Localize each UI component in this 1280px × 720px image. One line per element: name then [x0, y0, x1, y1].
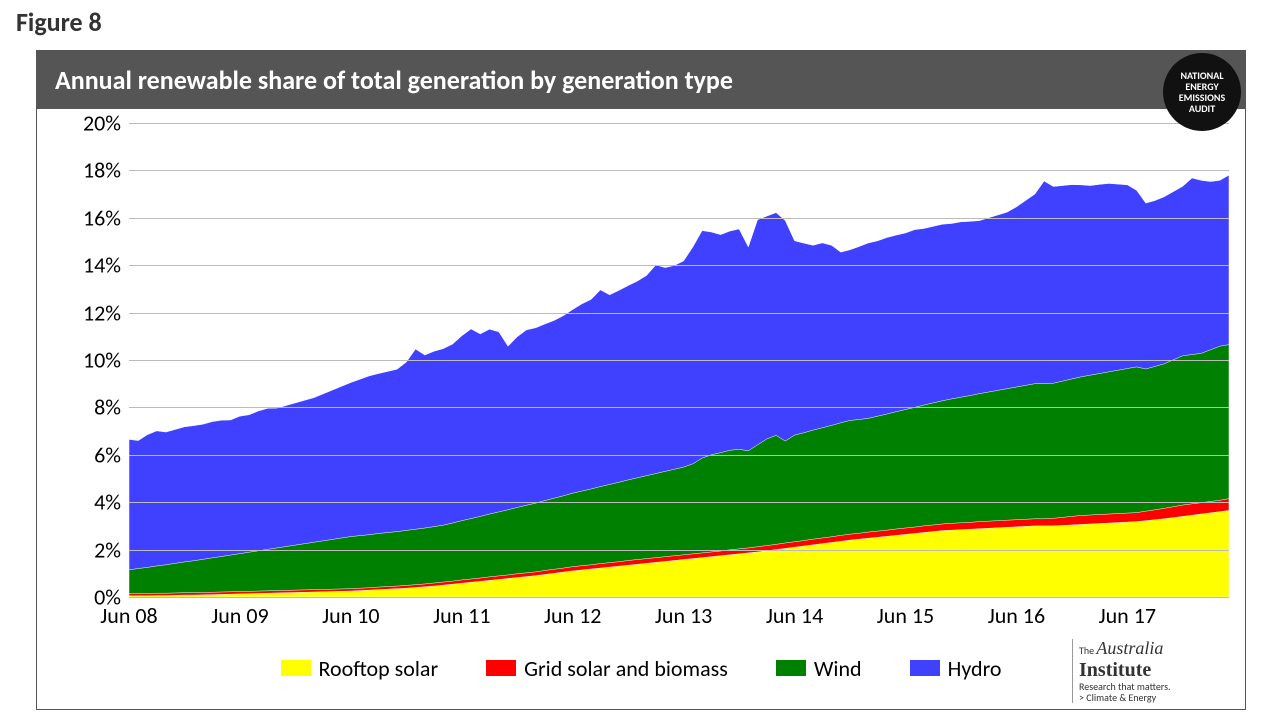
x-axis-label: Jun 10	[322, 602, 379, 629]
x-axis-label: Jun 17	[1099, 602, 1156, 629]
attrib-tag2: > Climate & Energy	[1079, 691, 1156, 704]
y-axis-label: 10%	[51, 347, 121, 374]
gridline	[129, 407, 1229, 408]
x-axis-label: Jun 13	[655, 602, 712, 629]
y-axis-label: 18%	[51, 157, 121, 184]
chart-title-bar: Annual renewable share of total generati…	[37, 51, 1245, 109]
legend-item: Wind	[776, 655, 862, 682]
y-axis-label: 4%	[51, 489, 121, 516]
legend-label: Hydro	[948, 655, 1002, 682]
x-axis-label: Jun 09	[211, 602, 268, 629]
chart-container: Annual renewable share of total generati…	[36, 50, 1246, 710]
gridline	[129, 502, 1229, 503]
y-axis-label: 20%	[51, 110, 121, 137]
y-axis-label: 16%	[51, 204, 121, 231]
y-axis-label: 2%	[51, 536, 121, 563]
y-axis-label: 12%	[51, 299, 121, 326]
x-axis-label: Jun 12	[544, 602, 601, 629]
gridline	[129, 123, 1229, 124]
legend-swatch-icon	[486, 660, 516, 676]
gridline	[129, 455, 1229, 456]
figure-label: Figure 8	[16, 6, 102, 38]
gridline	[129, 360, 1229, 361]
gridline	[129, 265, 1229, 266]
legend-swatch-icon	[910, 660, 940, 676]
legend-label: Grid solar and biomass	[524, 655, 728, 682]
legend-item: Hydro	[910, 655, 1002, 682]
plot-inner: 0%2%4%6%8%10%12%14%16%18%20%Jun 08Jun 09…	[129, 123, 1229, 597]
gridline	[129, 597, 1229, 598]
x-axis-label: Jun 16	[988, 602, 1045, 629]
gridline	[129, 313, 1229, 314]
legend-swatch-icon	[281, 660, 311, 676]
y-axis-label: 14%	[51, 252, 121, 279]
chart-title: Annual renewable share of total generati…	[55, 64, 733, 96]
legend-item: Rooftop solar	[281, 655, 439, 682]
y-axis-label: 8%	[51, 394, 121, 421]
plot-area: 0%2%4%6%8%10%12%14%16%18%20%Jun 08Jun 09…	[37, 109, 1245, 631]
gridline	[129, 550, 1229, 551]
legend-label: Rooftop solar	[319, 655, 439, 682]
x-axis-label: Jun 15	[877, 602, 934, 629]
legend-swatch-icon	[776, 660, 806, 676]
legend: Rooftop solar Grid solar and biomass Wind H…	[37, 633, 1245, 703]
attribution: The Australia Institute Research that ma…	[1072, 639, 1239, 703]
audit-badge-icon: NATIONAL ENERGY EMISSIONS AUDIT	[1163, 53, 1241, 131]
gridline	[129, 218, 1229, 219]
attrib-big: Australia	[1096, 638, 1163, 658]
badge-line: AUDIT	[1189, 103, 1215, 114]
gridline	[129, 170, 1229, 171]
attrib-the: The	[1079, 644, 1094, 657]
x-axis-label: Jun 11	[433, 602, 490, 629]
attrib-inst: Institute	[1079, 659, 1151, 681]
legend-label: Wind	[814, 655, 862, 682]
y-axis-label: 6%	[51, 441, 121, 468]
legend-item: Grid solar and biomass	[486, 655, 728, 682]
x-axis-label: Jun 14	[766, 602, 823, 629]
x-axis-label: Jun 08	[100, 602, 157, 629]
